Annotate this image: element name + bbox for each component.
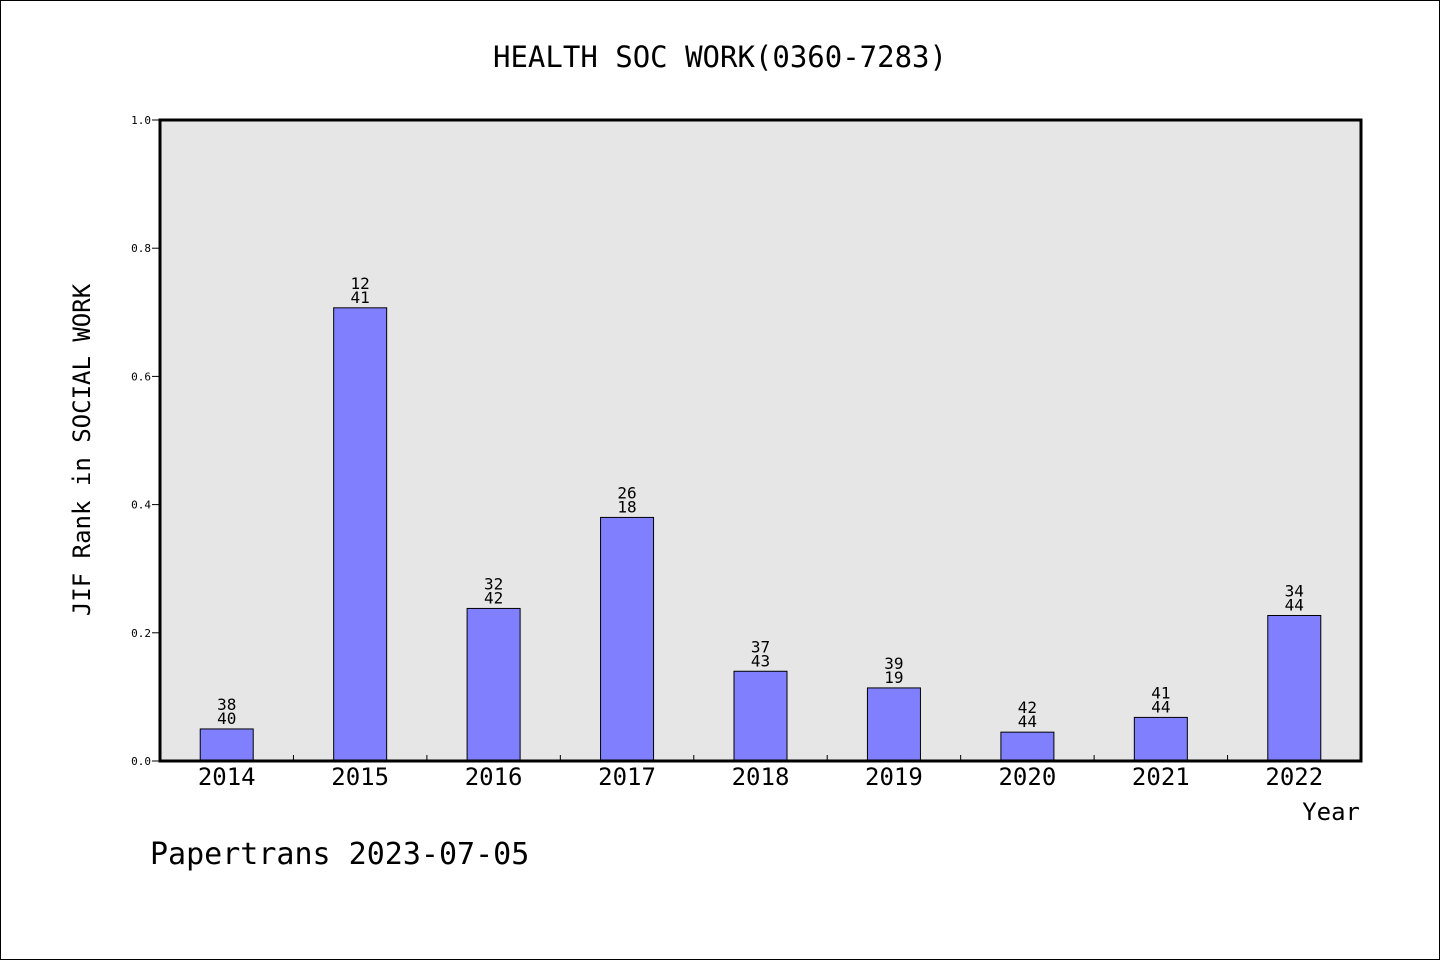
x-tick-label: 2020 — [998, 763, 1056, 791]
bar-data-label: 40 — [217, 709, 236, 728]
footer-text: Papertrans 2023-07-05 — [150, 837, 529, 872]
bar-data-label: 32 — [484, 574, 503, 593]
bar-data-label: 44 — [1285, 595, 1304, 614]
bar-data-label: 39 — [884, 654, 903, 673]
bar-2017 — [600, 516, 655, 762]
bar-data-label: 41 — [1151, 683, 1170, 702]
x-axis: 2014 2015 2016 2017 2018 2019 2020 2021 2022 — [198, 755, 1323, 791]
y-tick-label: 1.0 — [131, 114, 151, 127]
x-tick-label: 2016 — [465, 763, 523, 791]
x-tick-label: 2017 — [598, 763, 656, 791]
bar-data-label: 41 — [351, 288, 370, 307]
bar-2018 — [733, 670, 788, 762]
y-axis-label: JIF Rank in SOCIAL WORK — [68, 283, 96, 616]
bar-2016 — [466, 607, 521, 762]
x-tick-label: 2022 — [1265, 763, 1323, 791]
bar-2022 — [1267, 614, 1322, 762]
bar-data-label: 42 — [484, 588, 503, 607]
x-tick-label: 2014 — [198, 763, 256, 791]
x-tick-label: 2021 — [1132, 763, 1190, 791]
bar-data-label: 34 — [1285, 581, 1304, 600]
y-tick-label: 0.8 — [131, 242, 151, 255]
bar-data-label: 18 — [617, 497, 636, 516]
bar-2021 — [1133, 716, 1188, 762]
x-tick-label: 2018 — [732, 763, 790, 791]
bar-data-label: 37 — [751, 637, 770, 656]
x-tick-label: 2019 — [865, 763, 923, 791]
bar-data-label: 44 — [1018, 712, 1037, 731]
x-axis-label: Year — [1302, 798, 1360, 826]
plot-border — [158, 118, 1363, 763]
bar-2014 — [199, 728, 254, 762]
bar-data-label: 44 — [1151, 697, 1170, 716]
bar-2019 — [866, 687, 921, 762]
x-tick-label: 2015 — [331, 763, 389, 791]
bar-data-label: 19 — [884, 668, 903, 687]
y-tick-label: 0.6 — [131, 370, 151, 383]
bar-data-label: 42 — [1018, 698, 1037, 717]
bar-2015 — [333, 307, 388, 762]
y-tick-label: 0.4 — [131, 499, 151, 512]
y-tick-label: 0.2 — [131, 627, 151, 640]
y-axis: 0.0 0.2 0.4 0.6 0.8 1.0 — [131, 114, 160, 768]
bar-data-label: 43 — [751, 651, 770, 670]
chart-title: HEALTH SOC WORK(0360-7283) — [493, 40, 947, 74]
bar-data-label: 12 — [351, 274, 370, 293]
bar-data-label: 26 — [617, 483, 636, 502]
bar-data-label: 38 — [217, 695, 236, 714]
bar-2020 — [1000, 731, 1055, 762]
y-tick-label: 0.0 — [131, 755, 151, 768]
